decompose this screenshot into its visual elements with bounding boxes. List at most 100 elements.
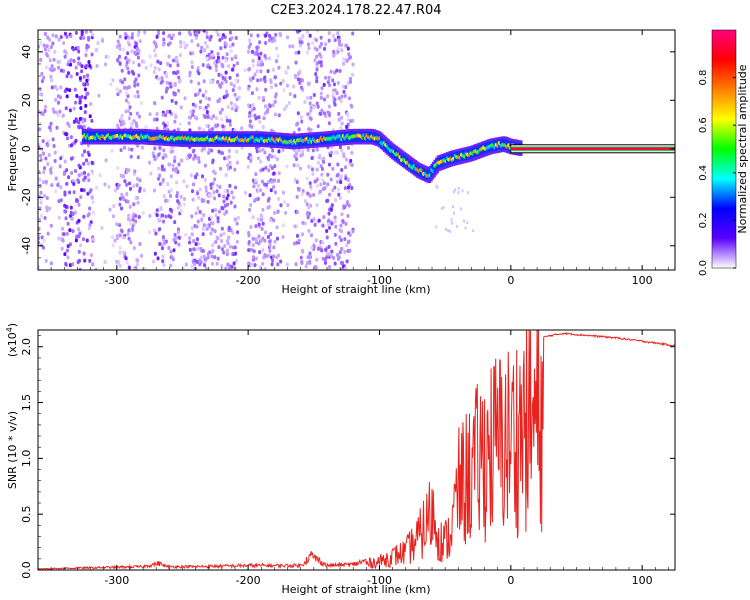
noise-speck	[115, 234, 119, 239]
noise-speck	[250, 108, 254, 113]
noise-speck	[254, 172, 258, 177]
noise-speck	[90, 160, 94, 165]
noise-speck	[164, 214, 168, 219]
noise-speck	[267, 103, 271, 108]
top-x-ticks: -300 -200 -100 0 100	[50, 30, 669, 287]
noise-speck	[270, 128, 274, 133]
noise-speck	[259, 159, 263, 164]
noise-speck	[310, 156, 314, 161]
noise-speck	[215, 235, 219, 240]
noise-speck	[190, 214, 194, 219]
noise-speck	[82, 251, 86, 256]
noise-speck	[158, 227, 162, 232]
noise-speck	[257, 184, 261, 189]
noise-speck	[63, 89, 67, 94]
noise-speck	[271, 103, 275, 108]
noise-speck	[313, 58, 317, 63]
noise-speck	[276, 209, 280, 214]
noise-speck	[281, 235, 285, 240]
noise-speck	[121, 119, 125, 124]
noise-speck	[178, 53, 182, 58]
noise-speck	[46, 162, 50, 167]
noise-speck	[188, 235, 192, 240]
noise-speck	[155, 112, 159, 117]
noise-speck	[273, 190, 277, 195]
noise-speck	[293, 94, 297, 99]
noise-speck	[59, 95, 63, 100]
noise-speck	[297, 50, 301, 55]
noise-speck	[194, 242, 198, 247]
noise-speck	[118, 223, 122, 228]
noise-speck	[332, 49, 336, 54]
noise-speck	[165, 74, 169, 79]
noise-speck	[315, 177, 319, 182]
noise-speck	[155, 126, 159, 131]
colorbar-tick-label: 0.0	[698, 260, 709, 276]
noise-speck	[277, 253, 281, 258]
noise-speck	[269, 80, 273, 85]
noise-speck	[208, 55, 212, 60]
noise-speck	[180, 158, 184, 163]
noise-speck	[277, 197, 281, 202]
noise-speck	[311, 171, 315, 176]
noise-speck	[78, 99, 82, 104]
noise-speck	[66, 255, 70, 260]
noise-speck	[220, 206, 224, 211]
noise-speck	[107, 184, 111, 189]
noise-speck	[202, 223, 206, 228]
noise-speck	[205, 56, 209, 61]
noise-speck	[310, 41, 314, 46]
noise-speck	[72, 190, 76, 195]
noise-speck	[200, 45, 204, 50]
noise-speck	[203, 263, 207, 268]
noise-speck	[345, 124, 349, 129]
noise-speck	[210, 261, 214, 266]
noise-speck	[234, 185, 238, 190]
noise-speck	[220, 151, 224, 156]
noise-speck	[261, 95, 265, 100]
noise-speck	[264, 182, 268, 187]
noise-speck	[40, 92, 44, 97]
noise-speck	[207, 96, 211, 101]
noise-speck	[251, 76, 255, 81]
noise-speck	[189, 79, 193, 84]
noise-speck	[198, 209, 202, 214]
noise-speck	[232, 261, 236, 266]
noise-speck	[342, 152, 346, 157]
noise-speck	[208, 65, 212, 70]
noise-speck	[285, 262, 289, 267]
noise-speck	[168, 63, 172, 68]
noise-speck	[341, 219, 345, 224]
noise-speck	[305, 95, 309, 100]
noise-speck	[153, 146, 157, 151]
noise-speck	[163, 240, 167, 245]
noise-speck	[219, 46, 223, 51]
x-tick-label: -100	[367, 274, 392, 287]
noise-speck	[308, 260, 312, 265]
noise-speck	[337, 96, 341, 101]
noise-speck	[333, 38, 337, 43]
bottom-y-ticks: 0.0 0.5 1.0 1.5 2.0	[20, 335, 675, 579]
noise-speck	[116, 165, 120, 170]
noise-speck	[86, 73, 90, 78]
noise-speck	[135, 176, 139, 181]
noise-speck	[122, 174, 126, 179]
noise-speck	[218, 185, 222, 190]
noise-speck	[53, 49, 57, 54]
noise-speck	[83, 110, 87, 115]
noise-speck	[457, 191, 460, 195]
noise-speck	[331, 166, 335, 171]
noise-speck	[104, 158, 108, 163]
noise-speck	[210, 227, 214, 232]
noise-speck	[320, 172, 324, 177]
noise-speck	[277, 171, 281, 176]
noise-speck	[196, 191, 200, 196]
noise-speck	[49, 45, 53, 50]
noise-speck	[292, 241, 296, 246]
noise-speck	[155, 117, 159, 122]
noise-speck	[167, 162, 171, 167]
noise-speck	[66, 121, 70, 126]
noise-speck	[179, 208, 183, 213]
noise-speck	[276, 262, 280, 267]
noise-speck	[40, 71, 44, 76]
